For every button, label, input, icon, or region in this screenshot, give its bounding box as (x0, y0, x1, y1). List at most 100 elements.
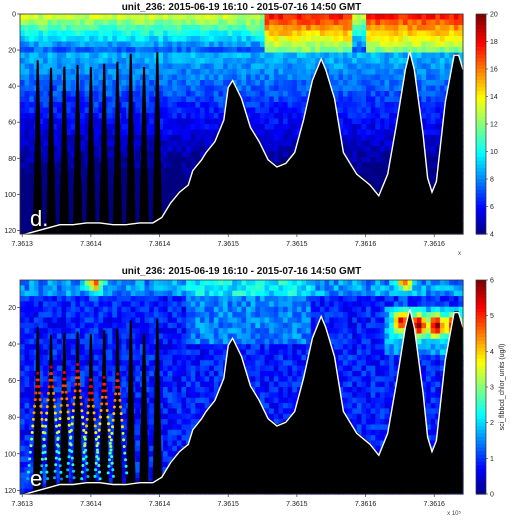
x-tick-label: 7.3614 (149, 501, 171, 508)
profile-dot (70, 456, 74, 460)
colorbar-tick-label: 3 (490, 385, 494, 392)
profile-dot (82, 450, 86, 454)
y-tick-label: 20 (8, 305, 16, 312)
profile-dot (29, 444, 33, 448)
profile-dot (65, 403, 69, 407)
cast-columns (32, 318, 163, 494)
profile-dot (110, 431, 114, 435)
cast-column (72, 331, 83, 494)
profile-dot (59, 410, 63, 414)
profile-dot (73, 396, 76, 399)
profile-dot (44, 464, 48, 467)
profile-dot (90, 385, 93, 388)
chart-panel-d: unit_236: 2015-06-19 16:10 - 2015-07-16 … (4, 2, 498, 257)
x-tick-label: 7.3614 (80, 501, 102, 508)
profile-dot (106, 471, 110, 475)
profile-dot (61, 384, 65, 388)
profile-dot (28, 457, 32, 461)
x-tick-label: 7.3614 (80, 241, 102, 248)
profile-dot (42, 444, 46, 448)
profile-dot (122, 445, 126, 448)
cast-column (99, 330, 110, 494)
cast-column (32, 326, 43, 494)
profile-dot (44, 418, 48, 422)
profile-dot (109, 445, 113, 448)
x-exponent: x 10⁵ (447, 510, 461, 517)
profile-dot (51, 385, 55, 389)
profile-dot (99, 409, 103, 412)
profile-dot (99, 415, 102, 419)
profile-dot (95, 444, 99, 448)
profile-dot (121, 431, 125, 435)
profile-dot (45, 405, 49, 409)
profile-dot (118, 398, 122, 402)
colorbar-tick-label: 4 (490, 232, 494, 239)
profile-dot (50, 378, 54, 382)
x-tick-label: 7.3615 (217, 241, 239, 248)
cast-column (72, 64, 83, 234)
chart-d: unit_236: 2015-06-19 16:10 - 2015-07-16 … (4, 2, 498, 257)
profile-dot (36, 371, 40, 375)
profile-dot (27, 464, 31, 467)
profile-dot (105, 409, 109, 412)
profile-dot (84, 455, 88, 459)
colorbar-tick-label: 8 (490, 177, 494, 184)
profile-dot (120, 425, 124, 429)
profile-dot (78, 389, 82, 393)
profile-dot (84, 431, 88, 435)
profile-dot (74, 382, 78, 386)
profile-dot (122, 438, 126, 442)
profile-dot (108, 458, 111, 462)
profile-dot (82, 428, 86, 432)
cast-column (85, 333, 96, 494)
seafloor (20, 307, 463, 494)
profile-dot (30, 437, 34, 441)
profile-dot (63, 377, 67, 381)
profile-dot (101, 389, 105, 393)
profile-dot (113, 398, 117, 402)
profile-dot (65, 475, 69, 478)
chart-e: unit_236: 2015-06-19 16:10 - 2015-07-16 … (4, 266, 506, 517)
profile-dot (52, 391, 55, 395)
colorbar-tick-label: 14 (490, 94, 498, 101)
cast-columns (32, 52, 163, 235)
profile-dot (120, 418, 124, 422)
profile-dot (57, 423, 61, 427)
colorbar-tick-label: 18 (490, 39, 498, 46)
x-tick-label: 7.3616 (355, 501, 377, 508)
cast-column (152, 318, 163, 494)
colorbar-tick-label: 4 (490, 349, 494, 356)
profile-dot (60, 397, 64, 401)
profile-dot (93, 417, 97, 421)
profile-dot (79, 396, 83, 399)
profile-dot (54, 463, 58, 467)
profile-dot (43, 431, 47, 435)
panel-label: d. (30, 206, 48, 231)
profile-dot (48, 378, 52, 382)
profile-dot (58, 457, 62, 461)
profile-dot (107, 464, 111, 468)
profile-dot (124, 458, 127, 462)
profile-dot (67, 417, 71, 421)
profile-dot (60, 477, 63, 481)
profile-dot (124, 464, 128, 468)
profile-dot (68, 448, 72, 452)
profile-dot (50, 372, 54, 376)
profile-dot (85, 424, 89, 428)
profile-dot (33, 404, 37, 408)
profile-dot (32, 411, 36, 415)
cast-column (139, 66, 150, 234)
profile-dot (59, 403, 63, 407)
profile-dot (92, 411, 96, 415)
profile-dot (93, 424, 97, 428)
profile-dot (88, 391, 92, 395)
profile-dot (56, 443, 59, 447)
profile-dot (42, 438, 46, 441)
profile-dot (91, 404, 95, 408)
y-tick-label: 40 (8, 342, 16, 349)
seafloor-edge (19, 308, 464, 497)
profile-dot (94, 431, 98, 435)
profile-dot (28, 450, 32, 454)
seafloor-edge (19, 51, 464, 237)
profile-dot (110, 455, 114, 459)
